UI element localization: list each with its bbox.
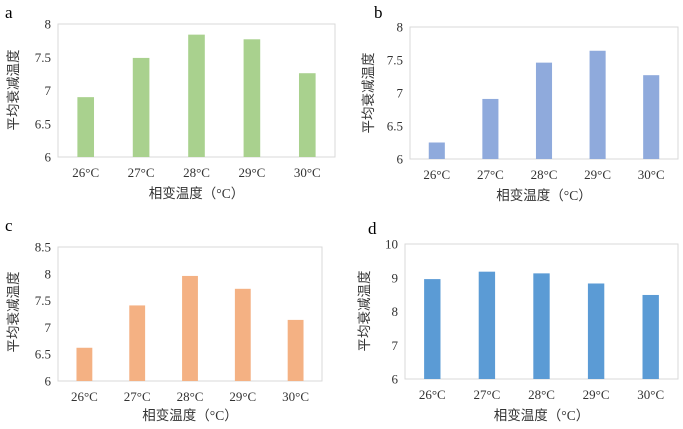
x-tick-label: 28°C bbox=[528, 387, 555, 402]
y-tick-label: 7.5 bbox=[387, 53, 403, 68]
x-tick-label: 28°C bbox=[531, 167, 558, 182]
x-tick-label: 30°C bbox=[637, 387, 664, 402]
x-tick-label: 30°C bbox=[294, 165, 321, 180]
bar bbox=[188, 34, 205, 157]
bar bbox=[478, 271, 496, 379]
y-axis-title: 平均衰减温度 bbox=[5, 272, 21, 353]
chart-panel-c: c 6 6.5 7 7.5 8 8.5 26°C 27°C 28°C 29°C 30°C 相变温度（°C… bbox=[5, 216, 323, 423]
panel-label: d bbox=[368, 219, 377, 238]
bar bbox=[482, 98, 499, 159]
x-tick-label: 29°C bbox=[584, 167, 611, 182]
panel-label: a bbox=[5, 3, 13, 22]
y-tick-label: 6 bbox=[397, 152, 404, 167]
x-tick-label: 28°C bbox=[183, 165, 210, 180]
bar bbox=[76, 347, 93, 381]
y-tick-label: 6 bbox=[45, 374, 52, 389]
bar bbox=[287, 319, 304, 381]
x-axis-title: 相变温度（°C） bbox=[149, 186, 244, 201]
x-tick-label: 27°C bbox=[124, 389, 151, 404]
x-axis-title: 相变温度（°C） bbox=[496, 188, 591, 203]
x-tick-label: 26°C bbox=[419, 387, 446, 402]
x-tick-label: 29°C bbox=[583, 387, 610, 402]
x-tick-label: 27°C bbox=[128, 165, 155, 180]
bar bbox=[182, 275, 198, 381]
x-tick-label: 29°C bbox=[229, 389, 256, 404]
y-tick-label: 10 bbox=[385, 237, 398, 252]
panel-label: b bbox=[374, 3, 383, 22]
x-tick-label: 30°C bbox=[282, 389, 309, 404]
x-tick-label: 30°C bbox=[638, 167, 665, 182]
bar bbox=[643, 75, 660, 159]
x-axis-title: 相变温度（°C） bbox=[494, 408, 589, 423]
bar bbox=[428, 142, 445, 159]
bar bbox=[234, 288, 251, 381]
y-tick-label: 8.5 bbox=[35, 240, 51, 255]
x-tick-label: 26°C bbox=[423, 167, 450, 182]
bar bbox=[298, 73, 316, 157]
x-tick-label: 27°C bbox=[477, 167, 504, 182]
bar bbox=[535, 62, 553, 159]
y-tick-label: 8 bbox=[45, 17, 52, 32]
bar bbox=[587, 283, 605, 379]
y-tick-label: 7 bbox=[397, 86, 404, 101]
chart-panel-d: d 6 7 8 9 10 26°C 27°C 28°C 29°C 30°C 相变温度（°C） 平均衰减温… bbox=[356, 219, 679, 423]
bar bbox=[132, 57, 150, 157]
bar bbox=[77, 97, 95, 157]
y-tick-label: 6 bbox=[392, 372, 399, 387]
y-tick-label: 6.5 bbox=[35, 116, 51, 131]
chart-panel-a: a 6 6.5 7 7.5 8 26°C 27°C 28°C 29°C 30°C 相变温度（°C） 平均… bbox=[5, 3, 336, 201]
chart-panel-b: b 6 6.5 7 7.5 8 26°C 27°C 28°C 29°C 30°C 相变温度（°C） 平均… bbox=[360, 3, 679, 203]
x-tick-label: 28°C bbox=[177, 389, 204, 404]
y-tick-label: 8 bbox=[397, 20, 404, 35]
y-axis-title: 平均衰减温度 bbox=[360, 53, 376, 134]
bar bbox=[243, 39, 261, 157]
y-axis-title: 平均衰减温度 bbox=[5, 50, 21, 131]
bar bbox=[642, 294, 659, 379]
bar bbox=[533, 273, 550, 379]
y-tick-label: 6 bbox=[45, 150, 52, 165]
bar bbox=[424, 279, 441, 379]
bar bbox=[129, 305, 146, 381]
y-tick-label: 7.5 bbox=[35, 293, 51, 308]
panel-label: c bbox=[5, 216, 13, 235]
x-axis-title: 相变温度（°C） bbox=[142, 408, 237, 423]
y-tick-label: 8 bbox=[45, 266, 52, 281]
bar bbox=[589, 50, 606, 160]
x-tick-label: 26°C bbox=[72, 165, 99, 180]
x-tick-label: 29°C bbox=[238, 165, 265, 180]
y-tick-label: 7.5 bbox=[35, 50, 51, 65]
x-tick-label: 27°C bbox=[473, 387, 500, 402]
y-tick-label: 6.5 bbox=[35, 347, 51, 362]
y-tick-label: 7 bbox=[45, 320, 52, 335]
y-tick-label: 6.5 bbox=[387, 119, 403, 134]
y-tick-label: 9 bbox=[392, 270, 399, 285]
y-axis-title: 平均衰减温度 bbox=[356, 271, 372, 352]
y-tick-label: 7 bbox=[392, 338, 399, 353]
y-tick-label: 8 bbox=[392, 304, 399, 319]
x-tick-label: 26°C bbox=[71, 389, 98, 404]
y-tick-label: 7 bbox=[45, 83, 52, 98]
